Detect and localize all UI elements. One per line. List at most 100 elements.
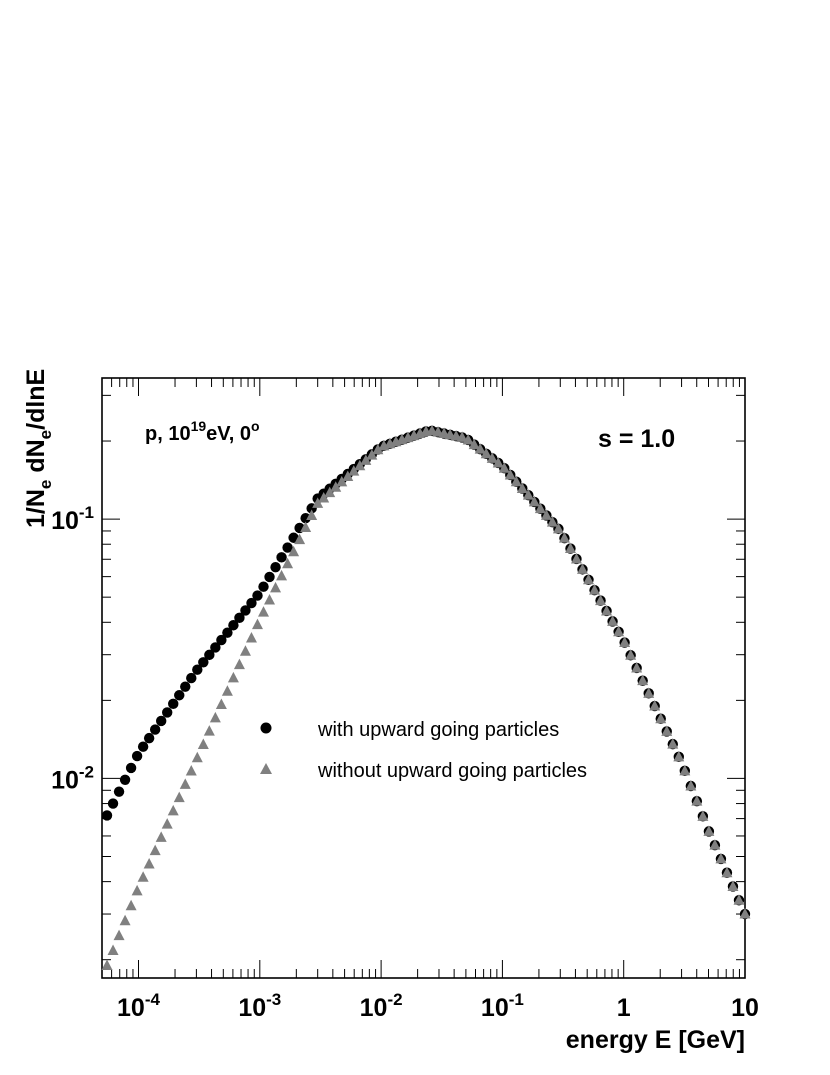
data-point (546, 516, 558, 527)
x-tick-label: 1 (617, 994, 631, 1022)
data-point (673, 750, 685, 762)
data-point (192, 664, 203, 675)
data-point (354, 459, 366, 471)
data-point (143, 857, 155, 869)
data-point (336, 475, 348, 487)
data-point (685, 780, 697, 791)
data-point (179, 778, 191, 789)
data-point (264, 571, 275, 583)
data-point (528, 495, 540, 507)
data-point (342, 470, 354, 482)
data-point (233, 658, 245, 670)
data-point (204, 649, 215, 661)
data-point (631, 661, 643, 673)
data-point (240, 605, 251, 616)
data-point (245, 631, 257, 643)
plot-frame (101, 377, 746, 979)
x-tick-labels: 10-4 10-3 10-2 10-1 1 10 (117, 990, 759, 1022)
data-point (300, 512, 311, 524)
data-point (125, 762, 137, 774)
data-point (637, 674, 649, 686)
data-point (258, 581, 269, 592)
data-point (300, 521, 312, 533)
series-with-upward (101, 425, 751, 920)
data-point (191, 751, 203, 763)
data-point (209, 711, 221, 723)
data-point (185, 765, 197, 776)
y-tick-labels: 10-2 10-1 (51, 503, 94, 794)
data-point (270, 561, 281, 573)
data-point (486, 452, 498, 463)
data-point (703, 825, 715, 836)
data-point (613, 625, 625, 637)
data-point (348, 465, 360, 476)
data-point (246, 597, 257, 609)
data-point (113, 786, 125, 797)
data-point (709, 839, 721, 850)
data-point (576, 563, 588, 574)
data-point (474, 443, 486, 454)
data-point (107, 798, 119, 809)
data-point (155, 715, 167, 727)
x-tick-label: 10-3 (238, 990, 281, 1022)
data-point (215, 698, 227, 710)
data-point (601, 604, 613, 616)
legend-label-with-upward: with upward going particles (317, 719, 559, 741)
data-point (306, 509, 318, 520)
data-point (143, 732, 155, 744)
y-tick-label: 10-1 (51, 503, 94, 535)
x-axis-label: energy E [GeV] (566, 1026, 745, 1054)
data-point (168, 698, 179, 710)
data-point (149, 844, 161, 856)
data-point (180, 681, 191, 692)
legend-label-without-upward: without upward going particles (317, 760, 587, 782)
data-point (101, 959, 113, 970)
data-point (522, 489, 534, 500)
legend-marker-with-upward (260, 722, 272, 734)
data-point (258, 606, 270, 617)
data-point (619, 636, 631, 648)
data-point (167, 804, 179, 816)
data-point (667, 738, 679, 749)
y-axis-label: 1/Ne dNe/dlnE (22, 369, 55, 528)
data-point (330, 481, 342, 492)
data-point (360, 454, 372, 465)
data-point (727, 880, 739, 891)
data-point (607, 615, 619, 626)
x-tick-label: 10 (731, 994, 759, 1022)
data-point (366, 449, 378, 460)
data-point (131, 884, 143, 896)
data-point (480, 447, 492, 459)
data-point (552, 522, 564, 534)
data-point (312, 497, 324, 508)
data-point (198, 657, 209, 668)
data-point (221, 685, 233, 696)
legend: with upward going particles without upwa… (260, 719, 587, 782)
data-points (101, 424, 751, 970)
data-point (239, 645, 251, 656)
data-point (534, 502, 546, 514)
data-point (715, 852, 727, 864)
data-point (558, 532, 570, 543)
data-point (162, 707, 173, 718)
data-point (101, 810, 113, 821)
data-point (318, 491, 330, 503)
data-point (197, 738, 209, 749)
data-point (324, 486, 336, 498)
data-point (119, 774, 131, 786)
data-point (227, 671, 239, 683)
data-point (174, 690, 185, 701)
data-point (625, 649, 637, 660)
data-point (173, 791, 185, 803)
data-point (468, 438, 480, 450)
data-point (222, 627, 233, 638)
data-point (456, 431, 468, 442)
x-tick-label: 10-2 (360, 990, 403, 1022)
data-point (643, 687, 655, 698)
data-point (282, 542, 293, 553)
data-point (679, 764, 691, 776)
data-point (137, 741, 149, 752)
data-point (288, 545, 300, 557)
data-point (107, 944, 119, 956)
